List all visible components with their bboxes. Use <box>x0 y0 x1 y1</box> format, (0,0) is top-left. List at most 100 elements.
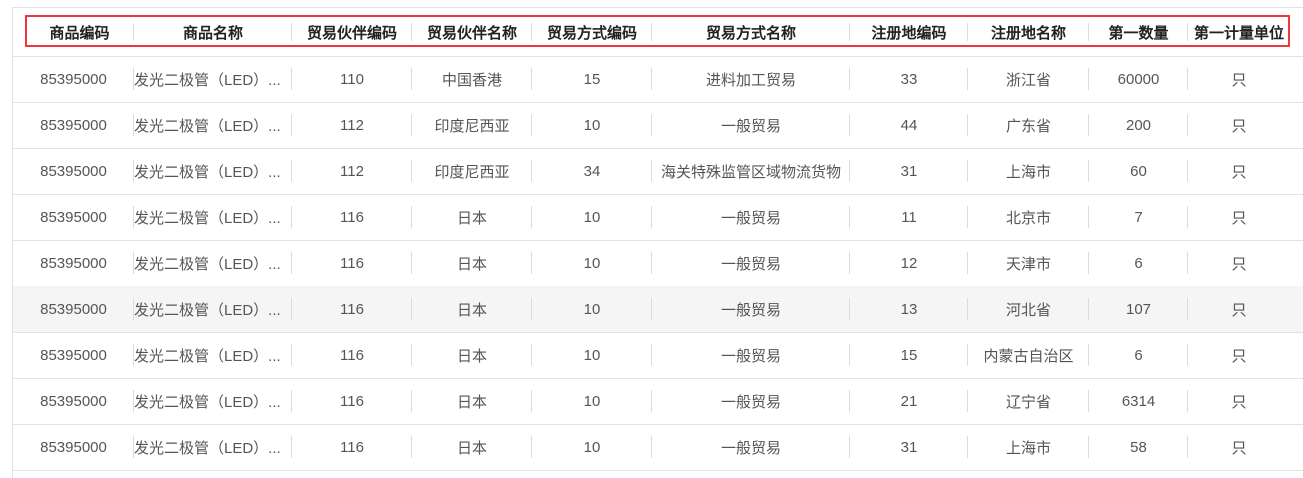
cell-trade-mode-code: 10 <box>532 194 652 240</box>
cell-partner-name: 日本 <box>412 424 532 470</box>
cell-product-code: 85395000 <box>13 286 134 332</box>
cell-product-name: 发光二极管（LED）... <box>134 240 292 286</box>
cell-partner-name: 日本 <box>412 286 532 332</box>
cell-trade-mode-name: 一般贸易 <box>652 240 850 286</box>
cell-region-name: 浙江省 <box>968 56 1089 102</box>
cell-trade-mode-name: 海关特殊监管区域物流货物 <box>652 148 850 194</box>
cell-product-name: 发光二极管（LED）... <box>134 378 292 424</box>
column-header-partner-name[interactable]: 贸易伙伴名称 <box>412 8 532 56</box>
table-row[interactable]: 85395000 发光二极管（LED）... 116 日本 10 一般贸易 11 北京市 7 只 <box>13 194 1303 241</box>
cell-product-name: 发光二极管（LED）... <box>134 194 292 240</box>
cell-region-name: 河北省 <box>968 286 1089 332</box>
data-table <box>12 7 1303 478</box>
cell-region-code: 12 <box>850 240 968 286</box>
cell-region-code: 21 <box>850 378 968 424</box>
cell-region-name: 辽宁省 <box>968 378 1089 424</box>
cell-partner-code: 110 <box>292 56 412 102</box>
column-header-product-code[interactable]: 商品编码 <box>25 8 134 56</box>
cell-region-name: 北京市 <box>968 194 1089 240</box>
cell-partner-code: 116 <box>292 424 412 470</box>
cell-product-name: 发光二极管（LED）... <box>134 148 292 194</box>
cell-trade-mode-code: 10 <box>532 286 652 332</box>
cell-trade-mode-name: 一般贸易 <box>652 332 850 378</box>
cell-first-quantity: 60000 <box>1089 56 1188 102</box>
cell-partner-name: 印度尼西亚 <box>412 148 532 194</box>
cell-region-name: 上海市 <box>968 148 1089 194</box>
cell-trade-mode-code: 34 <box>532 148 652 194</box>
cell-region-name: 内蒙古自治区 <box>968 332 1089 378</box>
cell-trade-mode-code: 10 <box>532 102 652 148</box>
table-row[interactable]: 85395000 发光二极管（LED）... 116 日本 10 一般贸易 12 天津市 6 只 <box>13 240 1303 287</box>
column-header-first-unit[interactable]: 第一计量单位 <box>1193 24 1284 42</box>
cell-region-code: 11 <box>850 194 968 240</box>
cell-product-name: 发光二极管（LED）... <box>134 286 292 332</box>
cell-first-quantity: 58 <box>1089 424 1188 470</box>
cell-first-unit: 只 <box>1231 439 1247 457</box>
cell-partner-code: 112 <box>292 102 412 148</box>
cell-first-quantity: 6 <box>1089 332 1188 378</box>
cell-region-code: 44 <box>850 102 968 148</box>
table-row[interactable]: 85395000 发光二极管（LED）... 112 印度尼西亚 10 一般贸易 44 广东省… <box>13 102 1303 149</box>
cell-region-name: 天津市 <box>968 240 1089 286</box>
cell-trade-mode-name: 一般贸易 <box>652 194 850 240</box>
cell-partner-name: 日本 <box>412 240 532 286</box>
cell-first-unit: 只 <box>1231 71 1247 89</box>
table-row[interactable]: 85395000 发光二极管（LED）... 116 日本 10 一般贸易 15 内蒙古自治区… <box>13 332 1303 379</box>
table-row[interactable]: 85395000 发光二极管（LED）... 110 中国香港 15 进料加工贸易 33 浙江… <box>13 56 1303 103</box>
cell-region-code: 15 <box>850 332 968 378</box>
cell-product-code: 85395000 <box>13 378 134 424</box>
cell-region-code: 33 <box>850 56 968 102</box>
header-highlight-box <box>25 15 1290 47</box>
cell-trade-mode-name: 进料加工贸易 <box>652 56 850 102</box>
cell-trade-mode-name: 一般贸易 <box>652 102 850 148</box>
column-header-trade-mode-name[interactable]: 贸易方式名称 <box>652 8 850 56</box>
cell-product-code: 85395000 <box>13 194 134 240</box>
cell-first-unit: 只 <box>1231 163 1247 181</box>
column-header-region-code[interactable]: 注册地编码 <box>850 8 968 56</box>
cell-partner-code: 116 <box>292 332 412 378</box>
cell-region-code: 31 <box>850 148 968 194</box>
cell-region-name: 广东省 <box>968 102 1089 148</box>
cell-partner-code: 112 <box>292 148 412 194</box>
cell-partner-name: 中国香港 <box>412 56 532 102</box>
table-row[interactable]: 85395000 发光二极管（LED）... 116 日本 10 一般贸易 21 辽宁省 631… <box>13 378 1303 425</box>
column-header-partner-code[interactable]: 贸易伙伴编码 <box>292 8 412 56</box>
cell-first-quantity: 6 <box>1089 240 1188 286</box>
cell-trade-mode-name: 一般贸易 <box>652 424 850 470</box>
cell-first-quantity: 7 <box>1089 194 1188 240</box>
table-row[interactable]: 85395000 发光二极管（LED）... 112 印度尼西亚 34 海关特殊监管区域物… <box>13 148 1303 195</box>
cell-partner-name: 日本 <box>412 332 532 378</box>
cell-product-code: 85395000 <box>13 424 134 470</box>
table-row[interactable]: 85395000 发光二极管（LED）... 116 日本 10 一般贸易 13 河北省 107… <box>13 286 1303 333</box>
table-header: 商品编码 商品名称 贸易伙伴编码 贸易伙伴名称 贸易方式编码 贸易方式名称 注册地编码 注册地… <box>13 8 1303 57</box>
cell-first-unit: 只 <box>1231 255 1247 273</box>
cell-partner-name: 印度尼西亚 <box>412 102 532 148</box>
cell-first-unit: 只 <box>1231 393 1247 411</box>
cell-trade-mode-code: 10 <box>532 378 652 424</box>
cell-product-name: 发光二极管（LED）... <box>134 424 292 470</box>
cell-product-code: 85395000 <box>13 56 134 102</box>
cell-partner-code: 116 <box>292 378 412 424</box>
cell-product-name: 发光二极管（LED）... <box>134 102 292 148</box>
cell-product-code: 85395000 <box>13 148 134 194</box>
column-header-first-quantity[interactable]: 第一数量 <box>1089 8 1188 56</box>
cell-first-unit: 只 <box>1231 301 1247 319</box>
cell-partner-code: 116 <box>292 194 412 240</box>
cell-first-unit: 只 <box>1231 347 1247 365</box>
column-header-product-name[interactable]: 商品名称 <box>134 8 292 56</box>
cell-first-quantity: 60 <box>1089 148 1188 194</box>
column-header-trade-mode-code[interactable]: 贸易方式编码 <box>532 8 652 56</box>
column-header-region-name[interactable]: 注册地名称 <box>968 8 1089 56</box>
table-row[interactable]: 85395000 发光二极管（LED）... 116 日本 10 一般贸易 31 上海市 58 只 <box>13 424 1303 471</box>
cell-partner-name: 日本 <box>412 378 532 424</box>
cell-first-unit: 只 <box>1231 117 1247 135</box>
cell-product-code: 85395000 <box>13 332 134 378</box>
cell-product-name: 发光二极管（LED）... <box>134 56 292 102</box>
cell-partner-code: 116 <box>292 286 412 332</box>
cell-trade-mode-code: 10 <box>532 424 652 470</box>
cell-trade-mode-code: 15 <box>532 56 652 102</box>
cell-partner-code: 116 <box>292 240 412 286</box>
cell-region-code: 13 <box>850 286 968 332</box>
cell-product-code: 85395000 <box>13 102 134 148</box>
cell-trade-mode-name: 一般贸易 <box>652 286 850 332</box>
